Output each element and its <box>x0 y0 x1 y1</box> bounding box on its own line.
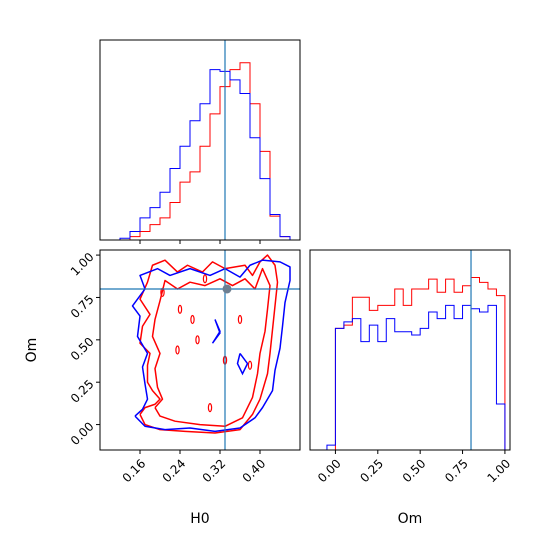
contour-red-island-6 <box>237 314 243 325</box>
histogram-om-plot-area <box>310 250 510 450</box>
contour-red-island-5 <box>247 360 253 370</box>
histogram-om-series-red <box>310 277 510 451</box>
histogram-om-frame <box>309 249 511 451</box>
histogram-h0-series-blue <box>100 69 300 241</box>
contour-blue-inner-loop-0 <box>211 319 221 344</box>
histogram-h0-plot-area <box>100 40 300 240</box>
truth-marker <box>222 284 232 294</box>
histogram-panel-h0 <box>99 39 301 244</box>
contour-red-island-3 <box>175 345 180 355</box>
contour-frame <box>99 249 301 451</box>
contour-red-island-0 <box>177 304 183 314</box>
y-axis-label-om: Om <box>24 338 40 363</box>
contour-red-island-7 <box>202 274 208 284</box>
contour-plot-area <box>100 250 300 450</box>
x-axis-label-h0: H0 <box>190 511 209 527</box>
x-axis-label-om: Om <box>398 511 423 527</box>
contour-red-island-9 <box>207 403 213 413</box>
contour-blue-outer <box>131 259 291 433</box>
contour-red-island-1 <box>190 314 195 325</box>
contour-red-inner <box>151 267 271 428</box>
contour-red-outer <box>139 254 279 434</box>
histogram-om-series-blue <box>310 304 510 451</box>
contour-blue-inner-loop-1 <box>236 352 249 376</box>
contour-red-island-8 <box>160 287 165 297</box>
contour-red-island-2 <box>195 335 200 345</box>
histogram-h0-series-red <box>100 62 300 241</box>
histogram-h0-frame <box>99 39 301 241</box>
